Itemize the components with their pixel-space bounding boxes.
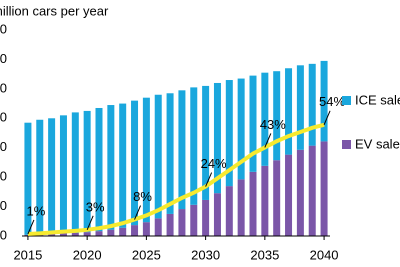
bar bbox=[261, 72, 269, 166]
bar bbox=[36, 119, 44, 235]
bar bbox=[213, 193, 221, 236]
bar bbox=[285, 68, 293, 155]
leader-line bbox=[323, 110, 331, 125]
legend-label: EV sales bbox=[355, 136, 400, 151]
y-tick-label: 120 bbox=[0, 51, 7, 66]
bar bbox=[285, 154, 293, 236]
bar bbox=[95, 231, 103, 236]
y-tick-label: 0 bbox=[0, 227, 7, 242]
data-label: 24% bbox=[201, 156, 227, 171]
x-tick-label: 2020 bbox=[73, 247, 102, 262]
bar bbox=[83, 232, 91, 236]
data-label: 43% bbox=[260, 117, 286, 132]
legend-label: ICE sales bbox=[355, 92, 400, 107]
bar bbox=[119, 103, 127, 228]
bar bbox=[237, 78, 245, 180]
x-tick-label: 2015 bbox=[13, 247, 42, 262]
y-tick-label: 20 bbox=[0, 198, 7, 213]
x-tick-label: 2030 bbox=[191, 247, 220, 262]
bar bbox=[131, 100, 139, 226]
leader-line bbox=[27, 219, 35, 235]
bar bbox=[308, 145, 316, 236]
data-label: 3% bbox=[86, 199, 105, 214]
bar bbox=[296, 149, 304, 236]
bar bbox=[225, 80, 233, 187]
data-label: 54% bbox=[319, 94, 345, 109]
bar bbox=[237, 179, 245, 236]
bar bbox=[178, 209, 186, 236]
bar bbox=[24, 122, 32, 235]
bar bbox=[296, 65, 304, 150]
bar bbox=[190, 87, 198, 205]
leader-line bbox=[86, 215, 94, 231]
bar bbox=[142, 97, 150, 223]
bar bbox=[273, 71, 281, 161]
bar bbox=[59, 233, 67, 236]
bar bbox=[83, 110, 91, 233]
leader-line bbox=[264, 133, 272, 148]
leader-line bbox=[134, 205, 141, 220]
x-tick-label: 2040 bbox=[310, 247, 339, 262]
y-axis-label: million cars per year bbox=[0, 3, 109, 18]
data-label: 1% bbox=[27, 203, 46, 218]
x-tick-label: 2025 bbox=[132, 247, 161, 262]
leader-line bbox=[205, 172, 213, 187]
bar bbox=[178, 90, 186, 210]
y-tick-label: 100 bbox=[0, 80, 7, 95]
y-tick-label: 40 bbox=[0, 169, 7, 184]
bar bbox=[71, 232, 79, 236]
y-tick-label: 60 bbox=[0, 139, 7, 154]
bar bbox=[261, 165, 269, 236]
bar bbox=[154, 218, 162, 236]
bar bbox=[213, 82, 221, 194]
bar bbox=[48, 233, 56, 236]
legend-swatch bbox=[342, 140, 351, 149]
data-label: 8% bbox=[133, 189, 152, 204]
bar bbox=[320, 60, 328, 142]
bar bbox=[24, 234, 32, 236]
bar bbox=[154, 94, 162, 219]
bar bbox=[119, 227, 127, 236]
bar bbox=[48, 118, 56, 234]
bar bbox=[71, 112, 79, 233]
bar bbox=[249, 171, 257, 236]
bar bbox=[320, 141, 328, 236]
bar bbox=[202, 199, 210, 236]
x-tick-label: 2035 bbox=[250, 247, 279, 262]
bar bbox=[131, 225, 139, 236]
bar bbox=[273, 160, 281, 236]
bar bbox=[142, 222, 150, 236]
bar bbox=[107, 105, 115, 230]
bar bbox=[95, 107, 103, 232]
y-tick-label: 140 bbox=[0, 21, 7, 36]
bar bbox=[59, 115, 67, 234]
share-line bbox=[27, 122, 325, 236]
bar bbox=[190, 204, 198, 236]
bar bbox=[166, 93, 174, 214]
bar bbox=[107, 229, 115, 236]
bar bbox=[166, 213, 174, 236]
bar bbox=[249, 75, 257, 172]
bar bbox=[202, 85, 210, 200]
bar bbox=[225, 186, 233, 236]
y-tick-label: 80 bbox=[0, 110, 7, 125]
bar bbox=[308, 63, 316, 146]
legend-swatch bbox=[342, 96, 351, 105]
